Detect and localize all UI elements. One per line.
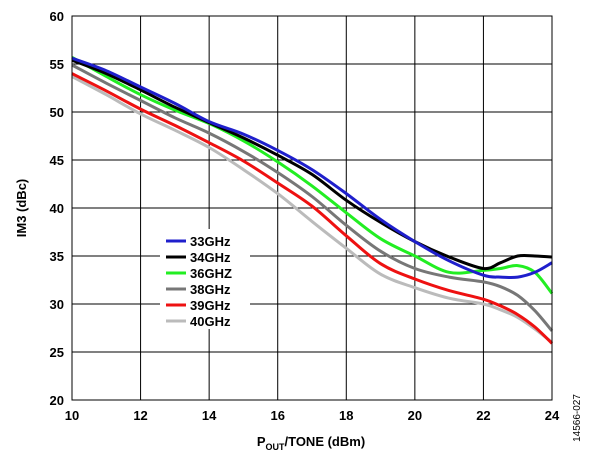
y-tick-label: 20 xyxy=(50,393,64,408)
y-tick-label: 55 xyxy=(50,57,64,72)
x-tick-label: 16 xyxy=(270,408,284,423)
series-line-40ghz xyxy=(71,75,553,344)
x-axis-title-rest: /TONE (dBm) xyxy=(285,434,366,449)
legend-label: 33GHz xyxy=(190,234,231,249)
x-axis-title-main: P xyxy=(257,434,266,449)
x-tick-label: 24 xyxy=(545,408,560,423)
x-tick-label: 20 xyxy=(408,408,422,423)
series-line-34ghz xyxy=(71,58,553,271)
legend-label: 40GHz xyxy=(190,314,231,329)
series-line-39ghz xyxy=(71,72,554,345)
x-tick-label: 12 xyxy=(133,408,147,423)
y-tick-label: 45 xyxy=(50,153,64,168)
x-axis-ticks: 10 12 14 16 18 20 22 24 xyxy=(65,408,560,423)
legend-box xyxy=(160,229,250,329)
y-tick-label: 50 xyxy=(50,105,64,120)
y-axis-title: IM3 (dBc) xyxy=(14,179,29,238)
legend-label: 39GHz xyxy=(190,298,231,313)
x-axis-title-sub: OUT xyxy=(266,442,286,452)
x-tick-label: 10 xyxy=(65,408,79,423)
series-lines xyxy=(71,55,554,345)
series-line-38ghz xyxy=(71,63,554,332)
legend-label: 34GHz xyxy=(190,250,231,265)
x-tick-label: 18 xyxy=(339,408,353,423)
y-tick-label: 60 xyxy=(50,9,64,24)
y-axis-ticks: 20 25 30 35 40 45 50 55 60 xyxy=(50,9,64,408)
figure-id: 14566-027 xyxy=(572,394,583,442)
x-tick-label: 14 xyxy=(202,408,217,423)
y-tick-label: 30 xyxy=(50,297,64,312)
plot-frame xyxy=(71,15,553,401)
legend-label: 36GHZ xyxy=(190,266,232,281)
y-tick-label: 40 xyxy=(50,201,64,216)
series-line-33ghz xyxy=(71,56,553,280)
legend-label: 38GHz xyxy=(190,282,231,297)
x-axis-title: POUT/TONE (dBm) xyxy=(257,434,365,452)
x-tick-label: 22 xyxy=(476,408,490,423)
series-line-36ghz xyxy=(71,55,554,295)
y-tick-label: 25 xyxy=(50,345,64,360)
y-tick-label: 35 xyxy=(50,249,64,264)
